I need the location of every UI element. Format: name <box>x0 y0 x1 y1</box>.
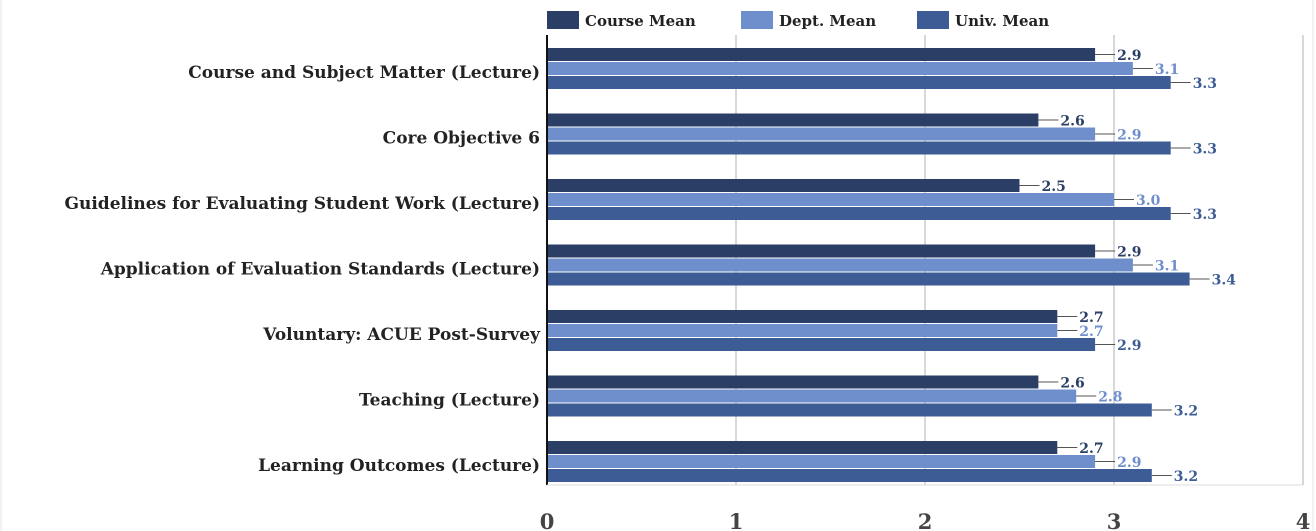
data-label: 2.7 <box>1079 310 1103 326</box>
data-label: 2.7 <box>1079 324 1103 340</box>
x-tick-label: 3 <box>1107 509 1122 531</box>
x-tick-label: 4 <box>1296 509 1311 531</box>
bars-layer: 2.93.13.32.62.93.32.53.03.32.93.13.42.72… <box>547 48 1236 485</box>
data-label: 2.8 <box>1098 390 1122 406</box>
data-label: 3.0 <box>1136 193 1161 209</box>
legend-swatch <box>917 11 949 29</box>
bar <box>547 207 1171 220</box>
data-label: 2.9 <box>1117 245 1141 261</box>
bar <box>547 141 1171 155</box>
bar <box>547 244 1096 258</box>
data-label: 2.9 <box>1117 455 1141 471</box>
bar <box>547 310 1058 323</box>
bar <box>547 127 1096 141</box>
bar <box>547 179 1020 192</box>
x-tick-label: 0 <box>540 509 555 531</box>
legend: Course Mean Dept. Mean Univ. Mean <box>547 11 1049 30</box>
axis-layer: 0 1 2 3 4 Course and Subject Matter (Lecture)… <box>64 35 1310 531</box>
data-label: 2.9 <box>1117 338 1141 354</box>
bar <box>547 375 1039 389</box>
data-label: 3.2 <box>1174 404 1198 420</box>
bar <box>547 272 1190 286</box>
legend-swatch <box>547 11 579 29</box>
legend-label: Dept. Mean <box>779 12 876 30</box>
bar <box>547 455 1096 468</box>
data-label: 3.1 <box>1155 62 1179 78</box>
legend-swatch <box>741 11 773 29</box>
category-label: Application of Evaluation Standards (Lec… <box>100 260 540 280</box>
bar <box>547 113 1039 127</box>
category-label: Course and Subject Matter (Lecture) <box>188 63 540 83</box>
data-label: 3.3 <box>1193 142 1217 158</box>
data-label: 3.1 <box>1155 259 1179 275</box>
data-label: 2.5 <box>1042 179 1066 195</box>
bar <box>547 62 1133 75</box>
bar <box>547 403 1152 417</box>
data-label: 3.3 <box>1193 207 1217 223</box>
bar <box>547 389 1077 403</box>
data-label: 3.4 <box>1212 273 1237 289</box>
data-label: 2.9 <box>1117 128 1141 144</box>
category-label: Core Objective 6 <box>383 129 540 149</box>
data-label: 2.6 <box>1060 376 1084 392</box>
category-label: Teaching (Lecture) <box>359 391 540 411</box>
category-label: Guidelines for Evaluating Student Work (… <box>64 194 540 214</box>
legend-label: Univ. Mean <box>955 12 1049 30</box>
bar <box>547 48 1096 61</box>
bar <box>547 469 1152 482</box>
data-label: 2.7 <box>1079 441 1103 457</box>
data-label: 2.6 <box>1060 114 1084 130</box>
x-tick-label: 1 <box>729 509 744 531</box>
bar <box>547 76 1171 89</box>
bar <box>547 258 1133 272</box>
bar <box>547 193 1114 206</box>
bar <box>547 441 1058 454</box>
legend-label: Course Mean <box>585 12 696 30</box>
data-label: 2.9 <box>1117 48 1141 64</box>
x-tick-label: 2 <box>918 509 933 531</box>
bar <box>547 324 1058 337</box>
category-label: Voluntary: ACUE Post-Survey <box>262 325 541 345</box>
data-label: 3.2 <box>1174 469 1198 485</box>
category-label: Learning Outcomes (Lecture) <box>258 456 540 476</box>
bar <box>547 338 1096 351</box>
data-label: 3.3 <box>1193 76 1217 92</box>
